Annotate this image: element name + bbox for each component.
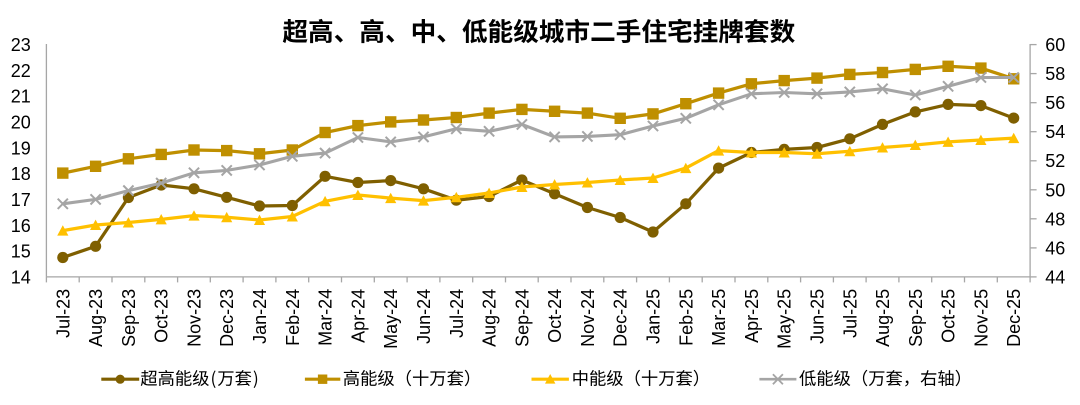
svg-text:Nov-24: Nov-24: [578, 289, 598, 347]
svg-text:Mar-24: Mar-24: [316, 289, 336, 346]
svg-text:50: 50: [1045, 180, 1065, 200]
svg-text:Aug-25: Aug-25: [873, 289, 893, 347]
svg-text:Nov-23: Nov-23: [185, 289, 205, 347]
svg-text:Apr-24: Apr-24: [348, 289, 368, 343]
svg-text:56: 56: [1045, 93, 1065, 113]
svg-text:Jun-25: Jun-25: [808, 289, 828, 344]
svg-text:48: 48: [1045, 209, 1065, 229]
svg-text:17: 17: [11, 190, 31, 210]
svg-text:Dec-24: Dec-24: [611, 289, 631, 347]
svg-text:21: 21: [11, 87, 31, 107]
svg-text:14: 14: [11, 267, 31, 287]
svg-text:22: 22: [11, 61, 31, 81]
svg-text:Sep-24: Sep-24: [512, 289, 532, 347]
svg-text:60: 60: [1045, 35, 1065, 55]
svg-text:16: 16: [11, 216, 31, 236]
svg-text:Aug-23: Aug-23: [86, 289, 106, 347]
svg-text:54: 54: [1045, 122, 1065, 142]
svg-text:23: 23: [11, 35, 31, 55]
svg-text:Jun-24: Jun-24: [414, 289, 434, 344]
svg-text:Oct-23: Oct-23: [152, 289, 172, 343]
svg-text:Nov-25: Nov-25: [971, 289, 991, 347]
svg-text:Oct-25: Oct-25: [939, 289, 959, 343]
svg-text:18: 18: [11, 164, 31, 184]
svg-text:52: 52: [1045, 151, 1065, 171]
svg-text:Jan-25: Jan-25: [644, 289, 664, 344]
svg-text:20: 20: [11, 113, 31, 133]
svg-text:44: 44: [1045, 267, 1065, 287]
svg-text:Jan-24: Jan-24: [250, 289, 270, 344]
svg-text:Dec-23: Dec-23: [217, 289, 237, 347]
svg-text:Aug-24: Aug-24: [480, 289, 500, 347]
svg-text:Jul-23: Jul-23: [53, 289, 73, 338]
svg-text:Jul-24: Jul-24: [447, 289, 467, 338]
svg-text:15: 15: [11, 242, 31, 262]
svg-text:May-25: May-25: [775, 289, 795, 349]
svg-text:Dec-25: Dec-25: [1004, 289, 1024, 347]
svg-text:Feb-24: Feb-24: [283, 289, 303, 346]
svg-text:Oct-24: Oct-24: [545, 289, 565, 343]
svg-text:58: 58: [1045, 64, 1065, 84]
svg-text:19: 19: [11, 138, 31, 158]
svg-text:May-24: May-24: [381, 289, 401, 349]
svg-text:Mar-25: Mar-25: [709, 289, 729, 346]
svg-text:Jul-25: Jul-25: [840, 289, 860, 338]
svg-text:Feb-25: Feb-25: [676, 289, 696, 346]
svg-text:Apr-25: Apr-25: [742, 289, 762, 343]
svg-text:Sep-23: Sep-23: [119, 289, 139, 347]
svg-text:46: 46: [1045, 238, 1065, 258]
svg-text:Sep-25: Sep-25: [906, 289, 926, 347]
